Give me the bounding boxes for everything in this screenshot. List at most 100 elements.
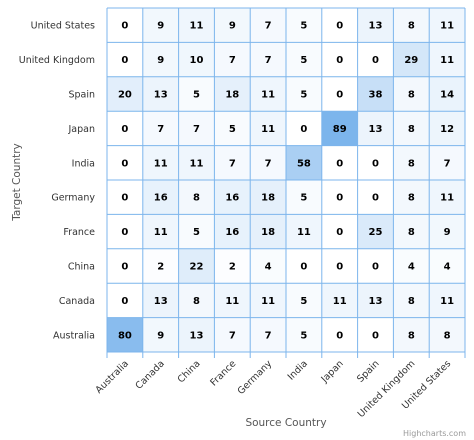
heatmap-cell-canada-japan[interactable]	[321, 283, 358, 318]
heatmap-cell-australia-india[interactable]	[286, 317, 322, 352]
heatmap-cell-australia-spain[interactable]	[357, 317, 394, 352]
heatmap-cell-india-china[interactable]	[178, 145, 215, 180]
heatmap-cell-canada-india[interactable]	[286, 283, 322, 318]
heatmap-cell-united-states-canada[interactable]	[142, 8, 179, 43]
heatmap-cell-united-kingdom-united-kingdom[interactable]	[393, 42, 430, 77]
heatmap-cell-japan-canada[interactable]	[142, 111, 179, 146]
heatmap-cell-japan-australia[interactable]	[107, 111, 143, 146]
heatmap-cell-germany-united-kingdom[interactable]	[393, 180, 430, 215]
heatmap-cell-canada-germany[interactable]	[250, 283, 286, 318]
heatmap-cell-india-spain[interactable]	[357, 145, 394, 180]
heatmap-cell-united-states-spain[interactable]	[357, 8, 394, 43]
heatmap-cell-germany-australia[interactable]	[107, 180, 143, 215]
heatmap-cell-france-united-kingdom[interactable]	[393, 214, 430, 249]
heatmap-cell-spain-spain[interactable]	[357, 76, 394, 112]
heatmap-cell-china-china[interactable]	[178, 248, 215, 284]
heatmap-cell-india-japan[interactable]	[321, 145, 358, 180]
heatmap-cell-france-china[interactable]	[178, 214, 215, 249]
heatmap-cell-germany-germany[interactable]	[250, 180, 286, 215]
heatmap-cell-japan-japan[interactable]	[321, 111, 358, 146]
heatmap-cell-spain-united-states[interactable]	[429, 76, 465, 112]
heatmap-cell-india-canada[interactable]	[142, 145, 179, 180]
heatmap-cell-japan-spain[interactable]	[357, 111, 394, 146]
heatmap-cell-france-spain[interactable]	[357, 214, 394, 249]
credits-link[interactable]: Highcharts.com	[403, 429, 466, 438]
heatmap-cell-united-states-japan[interactable]	[321, 8, 358, 43]
heatmap-cell-spain-australia[interactable]	[107, 76, 143, 112]
heatmap-cell-australia-japan[interactable]	[321, 317, 358, 352]
heatmap-cell-japan-france[interactable]	[214, 111, 251, 146]
heatmap-cell-united-states-australia[interactable]	[107, 8, 143, 43]
heatmap-cell-france-australia[interactable]	[107, 214, 143, 249]
heatmap-cell-united-states-france[interactable]	[214, 8, 251, 43]
heatmap-cell-china-japan[interactable]	[321, 248, 358, 284]
heatmap-cell-china-united-kingdom[interactable]	[393, 248, 430, 284]
heatmap-cell-france-japan[interactable]	[321, 214, 358, 249]
heatmap-cell-united-kingdom-australia[interactable]	[107, 42, 143, 77]
heatmap-cell-spain-japan[interactable]	[321, 76, 358, 112]
heatmap-cell-japan-india[interactable]	[286, 111, 322, 146]
heatmap-cell-germany-japan[interactable]	[321, 180, 358, 215]
heatmap-cell-china-india[interactable]	[286, 248, 322, 284]
heatmap-cell-spain-india[interactable]	[286, 76, 322, 112]
heatmap-cell-france-germany[interactable]	[250, 214, 286, 249]
heatmap-cell-united-kingdom-united-states[interactable]	[429, 42, 465, 77]
heatmap-cell-canada-united-kingdom[interactable]	[393, 283, 430, 318]
heatmap-cell-india-france[interactable]	[214, 145, 251, 180]
heatmap-cell-germany-spain[interactable]	[357, 180, 394, 215]
heatmap-cell-germany-united-states[interactable]	[429, 180, 465, 215]
heatmap-cell-united-states-china[interactable]	[178, 8, 215, 43]
heatmap-cell-canada-australia[interactable]	[107, 283, 143, 318]
heatmap-cell-australia-united-states[interactable]	[429, 317, 465, 352]
heatmap-cell-united-kingdom-china[interactable]	[178, 42, 215, 77]
heatmap-cell-united-states-united-states[interactable]	[429, 8, 465, 43]
heatmap-cell-germany-china[interactable]	[178, 180, 215, 215]
heatmap-cell-france-canada[interactable]	[142, 214, 179, 249]
heatmap-cell-australia-germany[interactable]	[250, 317, 286, 352]
heatmap-cell-japan-united-kingdom[interactable]	[393, 111, 430, 146]
heatmap-cell-spain-france[interactable]	[214, 76, 251, 112]
heatmap-cell-india-germany[interactable]	[250, 145, 286, 180]
heatmap-cell-canada-china[interactable]	[178, 283, 215, 318]
heatmap-cell-australia-australia[interactable]	[107, 317, 143, 352]
heatmap-cell-australia-united-kingdom[interactable]	[393, 317, 430, 352]
heatmap-cell-united-states-germany[interactable]	[250, 8, 286, 43]
heatmap-cell-india-united-states[interactable]	[429, 145, 465, 180]
heatmap-cell-japan-united-states[interactable]	[429, 111, 465, 146]
heatmap-cell-united-states-united-kingdom[interactable]	[393, 8, 430, 43]
heatmap-cell-germany-france[interactable]	[214, 180, 251, 215]
heatmap-cell-spain-china[interactable]	[178, 76, 215, 112]
heatmap-cell-india-australia[interactable]	[107, 145, 143, 180]
heatmap-cell-united-kingdom-germany[interactable]	[250, 42, 286, 77]
heatmap-cell-china-united-states[interactable]	[429, 248, 465, 284]
heatmap-cell-germany-canada[interactable]	[142, 180, 179, 215]
heatmap-cell-united-kingdom-france[interactable]	[214, 42, 251, 77]
heatmap-cell-australia-canada[interactable]	[142, 317, 179, 352]
heatmap-cell-china-canada[interactable]	[142, 248, 179, 284]
heatmap-cell-japan-germany[interactable]	[250, 111, 286, 146]
heatmap-cell-australia-france[interactable]	[214, 317, 251, 352]
heatmap-cell-united-states-india[interactable]	[286, 8, 322, 43]
heatmap-cell-united-kingdom-spain[interactable]	[357, 42, 394, 77]
heatmap-cell-china-germany[interactable]	[250, 248, 286, 284]
heatmap-cell-united-kingdom-canada[interactable]	[142, 42, 179, 77]
heatmap-cell-spain-canada[interactable]	[142, 76, 179, 112]
heatmap-cell-japan-china[interactable]	[178, 111, 215, 146]
heatmap-cell-india-india[interactable]	[286, 145, 322, 180]
heatmap-cell-china-spain[interactable]	[357, 248, 394, 284]
heatmap-cell-united-kingdom-japan[interactable]	[321, 42, 358, 77]
heatmap-cell-canada-united-states[interactable]	[429, 283, 465, 318]
heatmap-cell-spain-united-kingdom[interactable]	[393, 76, 430, 112]
heatmap-cell-canada-france[interactable]	[214, 283, 251, 318]
heatmap-cell-france-india[interactable]	[286, 214, 322, 249]
heatmap-cell-germany-india[interactable]	[286, 180, 322, 215]
heatmap-cell-canada-canada[interactable]	[142, 283, 179, 318]
heatmap-cell-france-france[interactable]	[214, 214, 251, 249]
heatmap-cell-india-united-kingdom[interactable]	[393, 145, 430, 180]
heatmap-cell-china-france[interactable]	[214, 248, 251, 284]
heatmap-cell-canada-spain[interactable]	[357, 283, 394, 318]
heatmap-cell-china-australia[interactable]	[107, 248, 143, 284]
heatmap-cell-united-kingdom-india[interactable]	[286, 42, 322, 77]
heatmap-cell-france-united-states[interactable]	[429, 214, 465, 249]
heatmap-cell-spain-germany[interactable]	[250, 76, 286, 112]
